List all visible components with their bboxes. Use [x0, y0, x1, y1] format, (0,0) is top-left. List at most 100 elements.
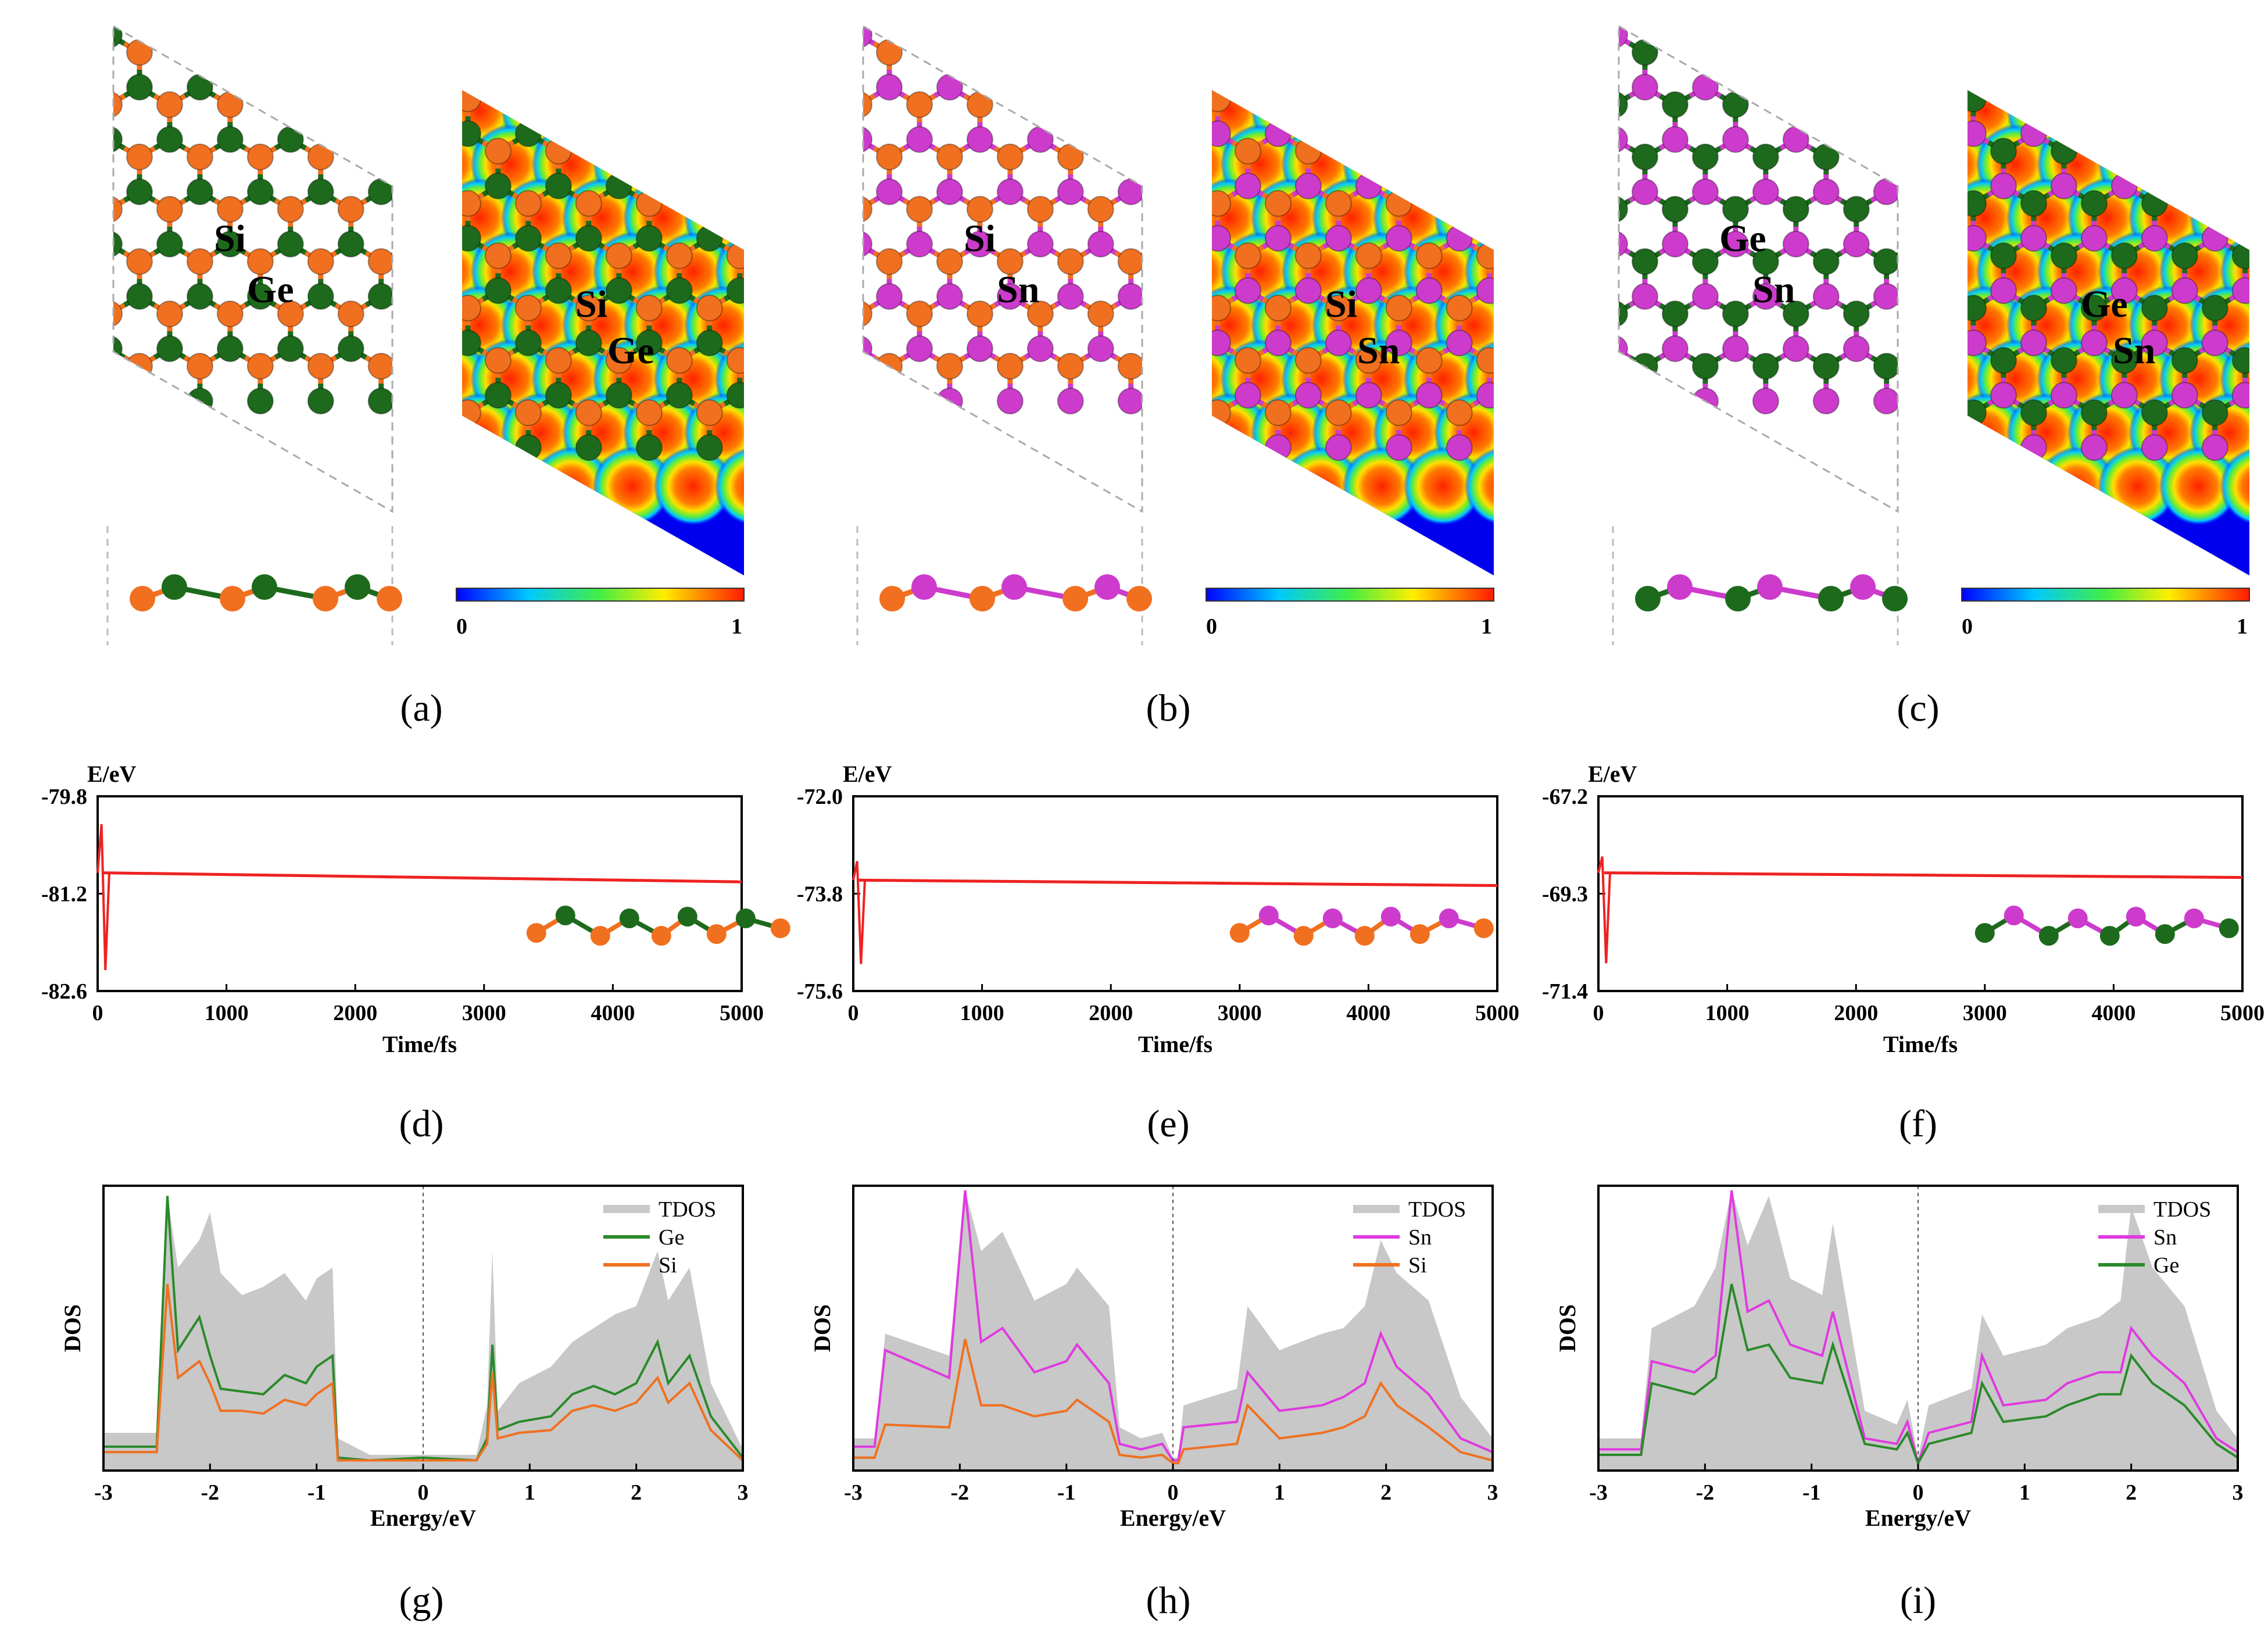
side-atom	[1667, 574, 1693, 600]
lattice-1-atom-b	[906, 335, 933, 362]
map-0-atom-b	[696, 434, 723, 461]
lattice-1-atom-b	[876, 283, 903, 310]
lattice-2-atom-a	[1812, 353, 1840, 380]
x-tick-label: 3	[1487, 1480, 1498, 1505]
map-0-atom-b	[395, 121, 420, 146]
lattice-1-atom-b	[1149, 336, 1174, 362]
legend-label: Ge	[659, 1225, 684, 1250]
lattice-0-atom-b	[399, 336, 424, 362]
map-1-atom-b	[1212, 120, 1231, 147]
lattice-0-atom-b	[113, 26, 123, 48]
lattice-0-atom-b	[399, 127, 424, 152]
map-2-atom-b	[2050, 382, 2077, 409]
map-2-atom-b	[1900, 435, 1926, 460]
map-2-atom-a	[1967, 295, 1987, 321]
map-2-atom-a	[2141, 190, 2168, 217]
map-1-atom-a	[1234, 347, 1261, 374]
lattice-0-atom-b	[307, 283, 334, 310]
side-atom	[1850, 574, 1876, 600]
caption-f: (f)	[1899, 1103, 1937, 1145]
side-atom	[970, 586, 995, 611]
lattice-0-atom-a	[126, 248, 153, 275]
caption-d: (d)	[399, 1103, 444, 1145]
lattice-2-atom-b	[1691, 283, 1719, 310]
inset-atom	[1974, 923, 1995, 943]
map-1-atom-b	[1325, 120, 1352, 147]
inset-structure	[526, 906, 790, 946]
map-1-atom-b	[1415, 277, 1443, 304]
lattice-0-atom-a	[367, 39, 392, 66]
lattice-2-atom-b	[1873, 178, 1898, 205]
y-tick-label: -82.6	[41, 979, 87, 1004]
map-1-atom-b	[1446, 225, 1473, 252]
inset-atom	[1410, 924, 1430, 944]
map-1-atom-a	[1144, 295, 1170, 321]
map-0-atom-a	[575, 190, 602, 217]
dos-chart-g: -3 -2 -1 0 1 2 3 Energy/eV DOS TDOS Ge Si	[59, 1185, 749, 1531]
structure-c: Ge Sn Ge Sn 0 1	[1612, 24, 2250, 645]
map-2-atom-a	[2051, 34, 2077, 59]
x-axis-label: Time/fs	[382, 1031, 457, 1057]
lattice-2-atom-b	[1619, 231, 1629, 257]
lattice-0-atom-a	[399, 196, 424, 222]
map-1-atom-b	[1175, 173, 1200, 199]
lattice-2-atom-b	[1843, 335, 1870, 362]
map-atom-label-a: Si	[1325, 283, 1357, 325]
inset-atom	[1473, 918, 1494, 938]
map-1-atom-b	[1175, 382, 1200, 408]
lattice-1-atom-a	[966, 301, 993, 327]
map-0-atom-a	[462, 295, 481, 321]
map-2-atom-b	[2171, 382, 2198, 409]
map-2-atom-a	[2201, 90, 2228, 112]
map-0-atom-b	[575, 225, 602, 252]
map-atom-label-a: Si	[575, 283, 607, 325]
map-0-atom-a	[545, 138, 572, 164]
map-1-atom-b	[1264, 330, 1292, 356]
map-2-atom-a	[1930, 243, 1956, 269]
plot-frame	[1597, 795, 2244, 992]
lattice-0-atom-a	[186, 248, 213, 275]
lattice-2-atom-a	[1873, 39, 1898, 66]
lattice-1-atom-b	[876, 178, 903, 205]
map-0-atom-a	[395, 191, 420, 216]
lattice-2-atom-b	[1632, 388, 1658, 414]
x-tick-label: 2000	[1834, 1001, 1878, 1025]
map-0-atom-a	[696, 90, 723, 112]
lattice-0-atom-a	[399, 301, 424, 327]
map-2-atom-b	[1900, 226, 1926, 251]
legend-label: Si	[659, 1253, 677, 1278]
caption-i: (i)	[1900, 1579, 1936, 1622]
lattice-0-atom-a	[337, 196, 364, 223]
map-1-atom-a	[1325, 190, 1352, 217]
map-1-atom-a	[1446, 190, 1473, 217]
lattice-1-atom-b	[1057, 388, 1084, 414]
lattice-0-atom-a	[277, 301, 304, 327]
lattice-1-atom-a	[996, 39, 1024, 66]
map-0-atom-b	[514, 225, 542, 252]
colorbar	[456, 588, 745, 602]
map-2-atom-a	[2050, 138, 2077, 164]
map-1-atom-b	[1294, 382, 1322, 409]
lattice-2-atom-b	[1904, 127, 1930, 152]
inset-atom	[2038, 926, 2059, 946]
lattice-1-atom-a	[996, 353, 1024, 380]
map-0-atom-b	[545, 173, 572, 199]
map-1-atom-b	[1212, 434, 1231, 461]
map-0-atom-b	[484, 277, 511, 304]
x-tick-label: 3000	[462, 1001, 506, 1025]
x-tick-label: 2000	[1089, 1001, 1133, 1025]
map-2-atom-a	[2171, 347, 2198, 374]
lattice-0-atom-a	[367, 248, 392, 275]
lattice-1-atom-b	[1026, 335, 1054, 362]
x-tick-label: 2	[631, 1480, 642, 1505]
colorbar	[1961, 588, 2250, 602]
map-1-atom-a	[1264, 399, 1292, 426]
lattice-1-atom-a	[1149, 196, 1174, 222]
lattice-1-atom-b	[966, 335, 993, 362]
map-2-atom-a	[2231, 347, 2249, 374]
elf-map	[395, 90, 744, 575]
map-2-atom-a	[2231, 242, 2249, 269]
series-tdos-area	[1598, 1190, 2238, 1471]
lattice-1-atom-a	[1149, 0, 1174, 13]
